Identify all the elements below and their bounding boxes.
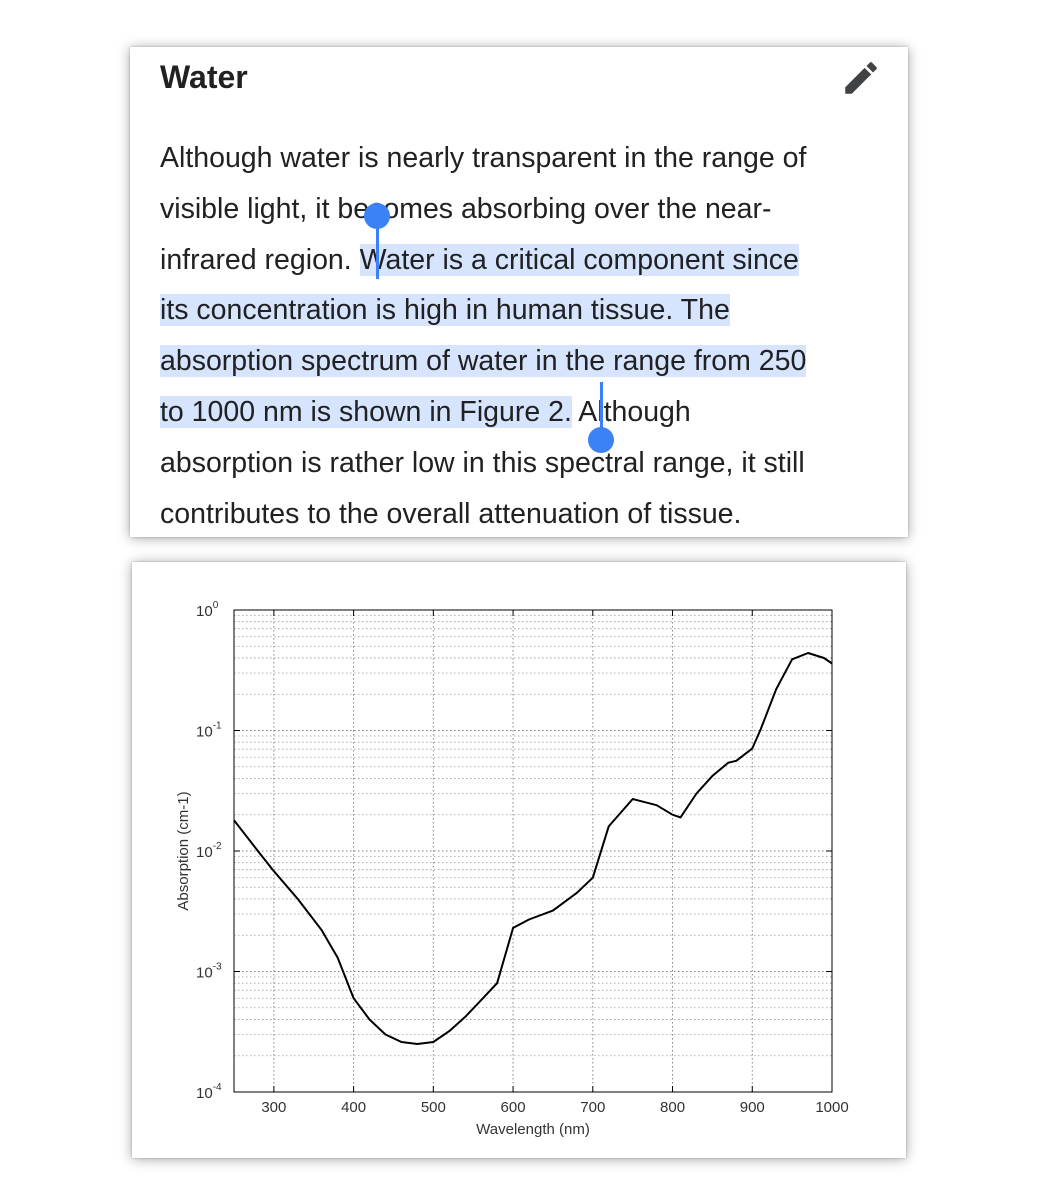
edit-button[interactable] — [840, 57, 882, 99]
paragraph-line: infrared region. Water is a critical com… — [160, 235, 890, 286]
selected-text: Water is a critical component since — [359, 243, 799, 276]
selection-end-handle[interactable] — [588, 427, 614, 453]
y-tick-exponent: -2 — [213, 841, 222, 852]
absorption-chart: 300 400 500 600 700 800 900 1000 100 10-1 10-2 10-3… — [175, 600, 849, 1138]
section-paragraph[interactable]: Although water is nearly transparent in … — [160, 133, 890, 539]
y-tick-exponent: -1 — [213, 721, 222, 732]
y-tick-label: 10-4 — [196, 1082, 222, 1102]
selection-start-bar — [376, 215, 379, 279]
paragraph-line: visible light, it becomes absorbing over… — [160, 184, 890, 235]
y-tick-label: 10-1 — [196, 721, 222, 741]
y-tick-label: 10-3 — [196, 962, 222, 982]
selected-text: its concentration is high in human tissu… — [160, 294, 730, 327]
paragraph-text: infrared region. — [160, 243, 360, 276]
selection-end-bar — [600, 382, 603, 444]
series-line — [233, 652, 833, 1045]
x-tick-label: 500 — [421, 1099, 446, 1116]
figure-card: 300 400 500 600 700 800 900 1000 100 10-1 10-2 10-3… — [132, 562, 906, 1158]
selection-start-handle[interactable] — [364, 203, 390, 229]
paragraph-line: its concentration is high in human tissu… — [160, 285, 890, 336]
selected-text: to 1000 nm is shown in Figure 2. — [160, 395, 572, 428]
y-tick-label: 100 — [196, 600, 219, 620]
x-tick-label: 300 — [261, 1099, 286, 1116]
plot-area — [234, 610, 832, 1092]
paragraph-line: to 1000 nm is shown in Figure 2. Althoug… — [160, 387, 890, 438]
x-tick-label: 1000 — [815, 1099, 848, 1116]
paragraph-line: Although water is nearly transparent in … — [160, 133, 890, 184]
y-tick-exponent: 0 — [213, 600, 219, 611]
paragraph-line: absorption spectrum of water in the rang… — [160, 336, 890, 387]
y-tick-label: 10-2 — [196, 841, 222, 861]
paragraph-text: absorption is rather low in this spectra… — [160, 446, 805, 479]
paragraph-line: absorption is rather low in this spectra… — [160, 438, 890, 489]
paragraph-text: Although — [571, 395, 691, 428]
paragraph-line: contributes to the overall attenuation o… — [160, 489, 890, 540]
paragraph-text: visible light, it becomes absorbing over… — [160, 192, 772, 225]
text-card: Water Although water is nearly transpare… — [130, 47, 908, 537]
paragraph-text: Although water is nearly transparent in … — [160, 142, 807, 174]
selected-text: absorption spectrum of water in the rang… — [160, 345, 807, 378]
paragraph-text: contributes to the overall attenuation o… — [160, 497, 742, 530]
x-tick-label: 400 — [341, 1099, 366, 1116]
pencil-icon — [845, 62, 877, 94]
x-tick-label: 600 — [501, 1099, 526, 1116]
x-tick-label: 700 — [580, 1099, 605, 1116]
y-tick-exponent: -4 — [213, 1082, 222, 1093]
x-tick-label: 800 — [660, 1099, 685, 1116]
x-tick-label: 900 — [740, 1099, 765, 1116]
section-title: Water — [160, 59, 248, 95]
y-tick-exponent: -3 — [213, 962, 222, 973]
y-axis-label: Absorption (cm-1) — [175, 791, 192, 910]
x-axis-label: Wavelength (nm) — [476, 1121, 590, 1138]
